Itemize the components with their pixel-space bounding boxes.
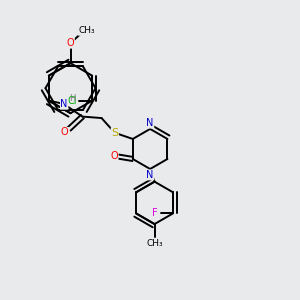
Text: N: N: [146, 118, 154, 128]
Text: O: O: [67, 38, 74, 48]
Text: N: N: [60, 99, 68, 109]
Text: CH₃: CH₃: [146, 239, 163, 248]
Text: F: F: [152, 208, 158, 218]
Text: N: N: [146, 170, 154, 180]
Text: Cl: Cl: [68, 96, 77, 106]
Text: CH₃: CH₃: [78, 26, 95, 35]
Text: O: O: [110, 151, 118, 161]
Text: S: S: [111, 128, 118, 138]
Text: H: H: [69, 94, 76, 103]
Text: O: O: [61, 128, 68, 137]
